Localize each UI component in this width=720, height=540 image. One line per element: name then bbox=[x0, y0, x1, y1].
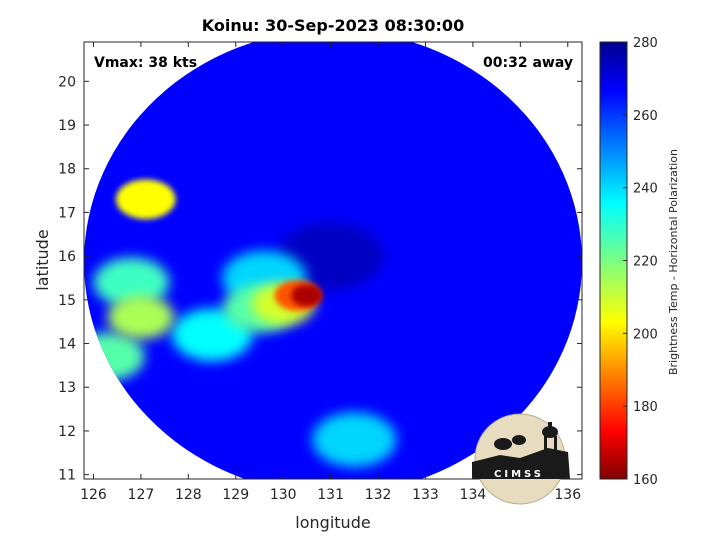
swath-feature bbox=[107, 295, 175, 340]
chart-title: Koinu: 30-Sep-2023 08:30:00 bbox=[202, 16, 464, 35]
colorbar-tick-label: 260 bbox=[633, 109, 658, 124]
y-tick-label: 12 bbox=[58, 424, 76, 440]
swath-feature bbox=[93, 257, 170, 307]
logo-silhouette bbox=[472, 422, 570, 479]
plot-area: 126127128129130131132133134135136 111213… bbox=[58, 41, 583, 503]
y-tick-label: 17 bbox=[58, 205, 76, 221]
colorbar-tick-label: 220 bbox=[633, 255, 658, 270]
x-tick-label: 127 bbox=[128, 487, 155, 503]
y-tick-label: 20 bbox=[58, 74, 76, 90]
x-tick-label: 136 bbox=[554, 487, 581, 503]
x-tick-label: 132 bbox=[365, 487, 392, 503]
y-tick-label: 16 bbox=[58, 249, 76, 265]
x-tick-label: 128 bbox=[175, 487, 202, 503]
x-tick-label: 134 bbox=[460, 487, 487, 503]
y-axis-ticks: 11 12 13 14 15 16 17 18 19 20 bbox=[58, 74, 582, 484]
colorbar-tick-label: 180 bbox=[633, 400, 658, 415]
colorbar-label: Brightness Temp - Horizontal Polarizatio… bbox=[667, 149, 680, 375]
vmax-annotation: Vmax: 38 kts bbox=[94, 55, 197, 71]
time-away-annotation: 00:32 away bbox=[483, 55, 573, 71]
colorbar-tick-label: 160 bbox=[633, 473, 658, 488]
y-tick-label: 19 bbox=[58, 118, 76, 134]
swath-feature bbox=[291, 284, 323, 307]
colorbar-gradient bbox=[599, 41, 628, 480]
cimss-logo: CIMSS bbox=[472, 413, 570, 505]
logo-text: CIMSS bbox=[494, 469, 544, 480]
x-tick-label: 126 bbox=[80, 487, 107, 503]
colorbar-tick-label: 240 bbox=[633, 182, 658, 197]
x-tick-label: 133 bbox=[412, 487, 439, 503]
plot-frame bbox=[83, 41, 583, 480]
x-tick-label: 129 bbox=[222, 487, 249, 503]
microwave-swath bbox=[84, 42, 582, 479]
colorbar: 160 180 200 220 240 260 280 Brightness Temp - … bbox=[599, 36, 680, 488]
colorbar-ticks: 160 180 200 220 240 260 280 bbox=[623, 36, 658, 488]
x-tick-label: 130 bbox=[270, 487, 297, 503]
y-tick-label: 18 bbox=[58, 162, 76, 178]
x-axis-ticks: 126127128129130131132133134135136 bbox=[80, 42, 581, 503]
y-tick-label: 15 bbox=[58, 293, 76, 309]
y-tick-label: 13 bbox=[58, 380, 76, 396]
y-tick-label: 14 bbox=[58, 337, 76, 353]
swath-feature bbox=[312, 412, 397, 468]
colorbar-tick-label: 200 bbox=[633, 327, 658, 342]
x-tick-label: 131 bbox=[317, 487, 344, 503]
x-axis-label: longitude bbox=[295, 513, 370, 532]
y-axis-label: latitude bbox=[33, 229, 52, 290]
swath-feature bbox=[115, 179, 176, 220]
colorbar-tick-label: 280 bbox=[633, 36, 658, 51]
y-tick-label: 11 bbox=[58, 468, 76, 484]
